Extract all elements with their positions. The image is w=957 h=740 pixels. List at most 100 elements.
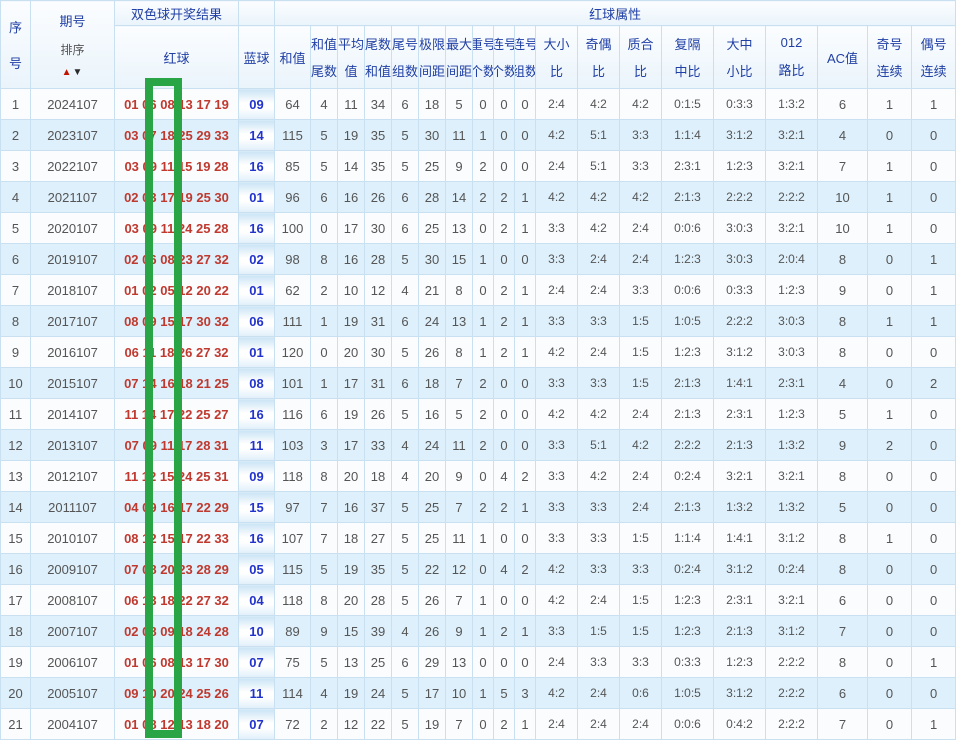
stat-cell: 13 bbox=[445, 305, 473, 337]
ratio-cell: 2:4 bbox=[577, 336, 620, 368]
ratio-cell: 1:5 bbox=[619, 615, 662, 647]
stat-cell: 39 bbox=[364, 615, 392, 647]
seq-cell: 6 bbox=[0, 243, 31, 275]
table-row: 3 2022107 03 09 11 15 19 28 16 85 5 14 35 5 25 9 2 0… bbox=[0, 150, 957, 182]
stat-cell: 0 bbox=[910, 584, 957, 616]
period-cell: 2018107 bbox=[30, 274, 115, 306]
stat-cell: 0 bbox=[493, 243, 515, 275]
stat-cell: 17 bbox=[418, 677, 446, 709]
stat-cell: 120 bbox=[274, 336, 311, 368]
col-header-sum-tail: 和值 尾数 bbox=[310, 25, 338, 89]
stat-cell: 75 bbox=[274, 646, 311, 678]
seq-cell: 2 bbox=[0, 119, 31, 151]
stat-cell: 0 bbox=[472, 708, 494, 740]
table-body: 1 2024107 01 06 08 13 17 19 09 64 4 11 34 6 18 5 0 0… bbox=[0, 88, 957, 740]
stat-cell: 0 bbox=[472, 212, 494, 244]
table-row: 16 2009107 07 08 20 23 28 29 05 115 5 19 35 5 22 1… bbox=[0, 553, 957, 585]
ratio-cell: 2:4 bbox=[619, 212, 662, 244]
stat-cell: 20 bbox=[418, 460, 446, 492]
stat-cell: 118 bbox=[274, 460, 311, 492]
ratio-cell: 1:2:3 bbox=[713, 150, 766, 182]
seq-cell: 20 bbox=[0, 677, 31, 709]
table-row: 14 2011107 04 09 16 17 22 29 15 97 7 16 37 5 25 7 2… bbox=[0, 491, 957, 523]
sort-asc-icon[interactable]: ▲ bbox=[61, 66, 73, 78]
stat-cell: 5 bbox=[445, 398, 473, 430]
stat-cell: 6 bbox=[391, 305, 419, 337]
stat-cell: 25 bbox=[418, 150, 446, 182]
stat-cell: 0 bbox=[310, 336, 338, 368]
stat-cell: 24 bbox=[364, 677, 392, 709]
stat-cell: 0 bbox=[867, 367, 912, 399]
stat-cell: 20 bbox=[337, 460, 365, 492]
col-header-012-road-ratio: 012 路比 bbox=[765, 25, 818, 89]
stat-cell: 3 bbox=[514, 677, 536, 709]
stat-cell: 0 bbox=[514, 150, 536, 182]
stat-cell: 5 bbox=[391, 491, 419, 523]
ratio-cell: 1:2:3 bbox=[661, 243, 714, 275]
stat-cell: 0 bbox=[910, 398, 957, 430]
stat-cell: 6 bbox=[391, 212, 419, 244]
stat-cell: 25 bbox=[418, 491, 446, 523]
stat-cell: 101 bbox=[274, 367, 311, 399]
stat-cell: 2 bbox=[493, 336, 515, 368]
ratio-cell: 0:2:4 bbox=[765, 553, 818, 585]
ratio-cell: 0:2:4 bbox=[661, 553, 714, 585]
col-header-red-balls: 红球 bbox=[114, 25, 239, 89]
stat-cell: 9 bbox=[445, 615, 473, 647]
stat-cell: 10 bbox=[817, 181, 868, 213]
stat-cell: 13 bbox=[337, 646, 365, 678]
stat-cell: 4 bbox=[391, 615, 419, 647]
table-row: 17 2008107 06 13 18 22 27 32 04 118 8 20 28 5 26 7… bbox=[0, 584, 957, 616]
stat-cell: 28 bbox=[418, 181, 446, 213]
stat-cell: 0 bbox=[493, 646, 515, 678]
ratio-cell: 3:2:1 bbox=[765, 150, 818, 182]
stat-cell: 2 bbox=[493, 305, 515, 337]
ratio-cell: 3:3 bbox=[577, 646, 620, 678]
stat-cell: 1 bbox=[472, 336, 494, 368]
stat-cell: 5 bbox=[391, 522, 419, 554]
stat-cell: 0 bbox=[493, 119, 515, 151]
col-header-prime-composite-ratio: 质合比 bbox=[619, 25, 662, 89]
stat-cell: 0 bbox=[493, 150, 515, 182]
stat-cell: 10 bbox=[337, 274, 365, 306]
stat-cell: 6 bbox=[391, 181, 419, 213]
col-header-big-small-ratio: 大小比 bbox=[535, 25, 578, 89]
stat-cell: 4 bbox=[391, 460, 419, 492]
seq-cell: 1 bbox=[0, 88, 31, 120]
stat-cell: 10 bbox=[817, 212, 868, 244]
stat-cell: 17 bbox=[337, 367, 365, 399]
red-balls-cell: 02 08 09 18 24 28 bbox=[114, 615, 239, 647]
stat-cell: 0 bbox=[867, 553, 912, 585]
col-header-limit-span: 极限 间距 bbox=[418, 25, 446, 89]
stat-cell: 4 bbox=[391, 429, 419, 461]
sort-arrows[interactable]: ▲▼ bbox=[61, 66, 84, 78]
stat-cell: 8 bbox=[310, 584, 338, 616]
seq-cell: 21 bbox=[0, 708, 31, 740]
blue-ball-cell: 02 bbox=[238, 243, 275, 275]
ratio-cell: 3:1:2 bbox=[765, 615, 818, 647]
ratio-cell: 1:4:1 bbox=[713, 367, 766, 399]
stat-cell: 2 bbox=[493, 274, 515, 306]
stat-cell: 16 bbox=[418, 398, 446, 430]
stat-cell: 1 bbox=[310, 305, 338, 337]
ratio-cell: 3:3 bbox=[577, 305, 620, 337]
period-cell: 2013107 bbox=[30, 429, 115, 461]
stat-cell: 8 bbox=[817, 460, 868, 492]
sort-desc-icon[interactable]: ▼ bbox=[72, 66, 84, 78]
stat-cell: 6 bbox=[817, 584, 868, 616]
stat-cell: 5 bbox=[817, 491, 868, 523]
ratio-cell: 1:0:5 bbox=[661, 305, 714, 337]
stat-cell: 1 bbox=[910, 305, 957, 337]
table-row: 2 2023107 03 07 18 25 29 33 14 115 5 19 35 5 30 11… bbox=[0, 119, 957, 151]
stat-cell: 1 bbox=[310, 367, 338, 399]
stat-cell: 1 bbox=[514, 274, 536, 306]
stat-cell: 0 bbox=[910, 181, 957, 213]
stat-cell: 26 bbox=[364, 181, 392, 213]
stat-cell: 5 bbox=[391, 677, 419, 709]
ratio-cell: 1:5 bbox=[619, 305, 662, 337]
stat-cell: 0 bbox=[867, 119, 912, 151]
stat-cell: 16 bbox=[337, 181, 365, 213]
stat-cell: 0 bbox=[867, 274, 912, 306]
ratio-cell: 1:5 bbox=[619, 522, 662, 554]
stat-cell: 7 bbox=[817, 708, 868, 740]
